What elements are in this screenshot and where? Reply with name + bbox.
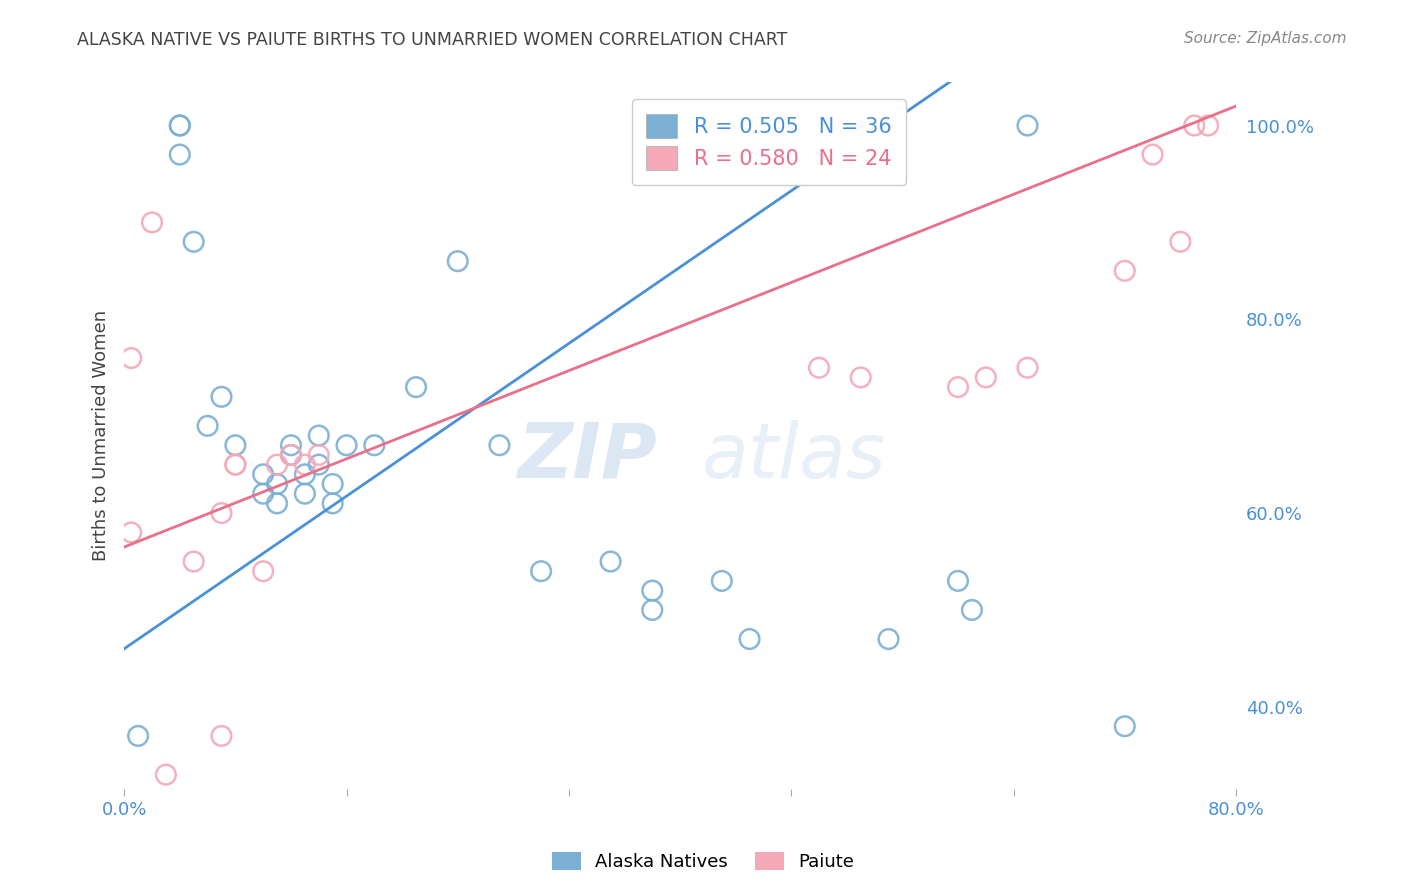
Point	[308, 428, 330, 442]
Text: ZIP: ZIP	[517, 420, 658, 494]
Point	[155, 767, 177, 781]
Point	[211, 506, 233, 520]
Point	[641, 603, 664, 617]
Point	[322, 496, 344, 510]
Point	[224, 458, 246, 472]
Point	[308, 458, 330, 472]
Point	[1017, 360, 1039, 375]
Point	[1142, 147, 1164, 161]
Point	[488, 438, 510, 452]
Point	[530, 564, 553, 578]
Point	[280, 438, 302, 452]
Point	[294, 486, 316, 500]
Point	[1170, 235, 1192, 249]
Point	[266, 477, 288, 491]
Point	[266, 458, 288, 472]
Point	[183, 235, 205, 249]
Point	[405, 380, 427, 394]
Point	[946, 574, 969, 588]
Point	[252, 564, 274, 578]
Point	[1114, 719, 1136, 733]
Point	[280, 448, 302, 462]
Point	[211, 390, 233, 404]
Point	[877, 632, 900, 646]
Point	[1182, 119, 1205, 133]
Point	[808, 360, 831, 375]
Point	[224, 458, 246, 472]
Point	[252, 467, 274, 482]
Text: Source: ZipAtlas.com: Source: ZipAtlas.com	[1184, 31, 1347, 46]
Point	[127, 729, 149, 743]
Point	[335, 438, 357, 452]
Point	[960, 603, 983, 617]
Point	[641, 583, 664, 598]
Point	[252, 486, 274, 500]
Legend: R = 0.505   N = 36, R = 0.580   N = 24: R = 0.505 N = 36, R = 0.580 N = 24	[631, 99, 907, 185]
Text: atlas: atlas	[703, 420, 887, 494]
Point	[1197, 119, 1219, 133]
Point	[849, 370, 872, 384]
Point	[169, 119, 191, 133]
Point	[294, 458, 316, 472]
Point	[294, 467, 316, 482]
Point	[447, 254, 470, 268]
Text: ALASKA NATIVE VS PAIUTE BIRTHS TO UNMARRIED WOMEN CORRELATION CHART: ALASKA NATIVE VS PAIUTE BIRTHS TO UNMARR…	[77, 31, 787, 49]
Point	[169, 119, 191, 133]
Point	[599, 555, 621, 569]
Point	[211, 729, 233, 743]
Point	[363, 438, 385, 452]
Point	[946, 380, 969, 394]
Point	[280, 448, 302, 462]
Point	[141, 215, 163, 229]
Point	[710, 574, 733, 588]
Point	[974, 370, 997, 384]
Point	[169, 147, 191, 161]
Point	[1017, 119, 1039, 133]
Point	[322, 477, 344, 491]
Point	[224, 438, 246, 452]
Y-axis label: Births to Unmarried Women: Births to Unmarried Women	[93, 310, 110, 561]
Point	[266, 496, 288, 510]
Point	[120, 351, 142, 365]
Point	[1114, 264, 1136, 278]
Point	[738, 632, 761, 646]
Legend: Alaska Natives, Paiute: Alaska Natives, Paiute	[544, 845, 862, 879]
Point	[197, 418, 219, 433]
Point	[120, 525, 142, 540]
Point	[183, 555, 205, 569]
Point	[308, 448, 330, 462]
